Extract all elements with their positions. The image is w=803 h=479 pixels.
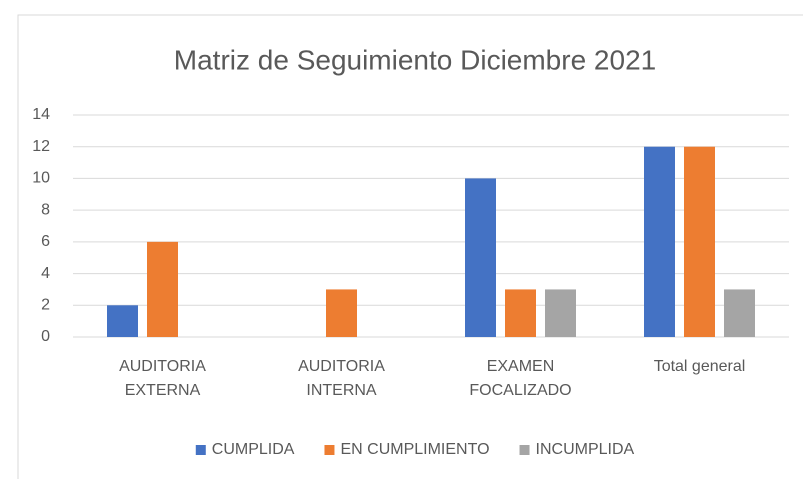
x-tick-label: Total general bbox=[653, 358, 746, 375]
y-tick-label: 0 bbox=[41, 328, 50, 345]
legend-swatch bbox=[519, 445, 530, 455]
legend-swatch bbox=[324, 445, 335, 455]
bar bbox=[465, 178, 496, 337]
bar bbox=[505, 289, 536, 337]
bar bbox=[644, 146, 675, 337]
x-tick-label: AUDITORIA EXTERNA bbox=[119, 358, 206, 399]
bar bbox=[107, 305, 138, 337]
legend-label: CUMPLIDA bbox=[212, 441, 295, 458]
x-tick-label: AUDITORIA INTERNA bbox=[298, 358, 385, 399]
chart-title: Matriz de Seguimiento Diciembre 2021 bbox=[174, 44, 656, 75]
y-tick-label: 6 bbox=[41, 233, 50, 250]
bar bbox=[147, 241, 178, 337]
legend-label: EN CUMPLIMIENTO bbox=[340, 441, 489, 458]
y-tick-label: 10 bbox=[32, 170, 50, 187]
bar bbox=[724, 289, 755, 337]
bar bbox=[684, 146, 715, 337]
y-tick-label: 4 bbox=[41, 265, 50, 282]
y-tick-label: 8 bbox=[41, 201, 50, 218]
bar bbox=[545, 289, 576, 337]
x-tick-label: EXAMEN FOCALIZADO bbox=[469, 358, 572, 399]
y-tick-label: 2 bbox=[41, 297, 50, 314]
y-tick-label: 12 bbox=[32, 138, 50, 155]
legend-label: INCUMPLIDA bbox=[536, 441, 635, 458]
legend-swatch bbox=[195, 445, 206, 455]
y-tick-label: 14 bbox=[32, 106, 50, 123]
bar bbox=[326, 289, 357, 337]
